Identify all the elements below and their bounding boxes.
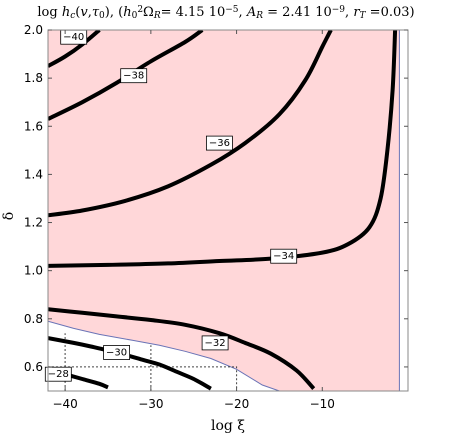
- y-tick-label-2: 1.0: [24, 264, 43, 278]
- contour-line-5: [48, 336, 212, 391]
- y-tick-label-4: 1.4: [24, 167, 43, 181]
- contour-label-box-1: [120, 68, 148, 84]
- contour-label-box-3: [270, 248, 298, 264]
- contour-label-1: −38: [123, 71, 144, 82]
- contour-line-2: [48, 30, 333, 218]
- contour-line-4: [48, 307, 316, 390]
- contour-label-5: −30: [106, 348, 127, 359]
- contour-label-box-4: [201, 335, 229, 351]
- x-tick-label-2: −20: [224, 397, 249, 411]
- x-tick-label-1: −30: [138, 397, 163, 411]
- x-axis-label: log ξ: [211, 418, 245, 434]
- contour-label-box-2: [205, 135, 233, 151]
- y-tick-label-3: 1.2: [24, 216, 43, 230]
- chart-title: log hc(v,τ0), (h02ΩR= 4.15 10−5, AR = 2.…: [37, 5, 414, 21]
- y-axis-label: δ: [1, 212, 17, 220]
- contour-label-3: −34: [273, 251, 294, 262]
- y-tick-label-5: 1.6: [24, 119, 43, 133]
- contour-label-6: −28: [48, 369, 69, 380]
- contour-label-4: −32: [205, 338, 226, 349]
- y-tick-label-1: 0.8: [24, 312, 43, 326]
- contour-label-2: −36: [209, 138, 230, 149]
- plot-area: −40 −38 −36 −34 −32 −30 −28 −40 −30 −20 −10 0.6 0.8 1…: [24, 23, 409, 411]
- y-tick-label-7: 2.0: [24, 23, 43, 37]
- contour-label-box-5: [103, 345, 130, 360]
- guide-line-0: [48, 366, 238, 391]
- x-tick-label-3: −10: [310, 397, 335, 411]
- contour-label-0: −40: [63, 32, 84, 43]
- contour-label-box-6: [44, 366, 72, 382]
- contour-line-3: [48, 30, 398, 268]
- y-tick-label-6: 1.8: [24, 71, 43, 85]
- plot-frame: [47, 29, 409, 392]
- contour-line-0: [48, 30, 101, 68]
- x-tick-label-0: −40: [52, 397, 77, 411]
- y-tick-label-0: 0.6: [24, 360, 43, 374]
